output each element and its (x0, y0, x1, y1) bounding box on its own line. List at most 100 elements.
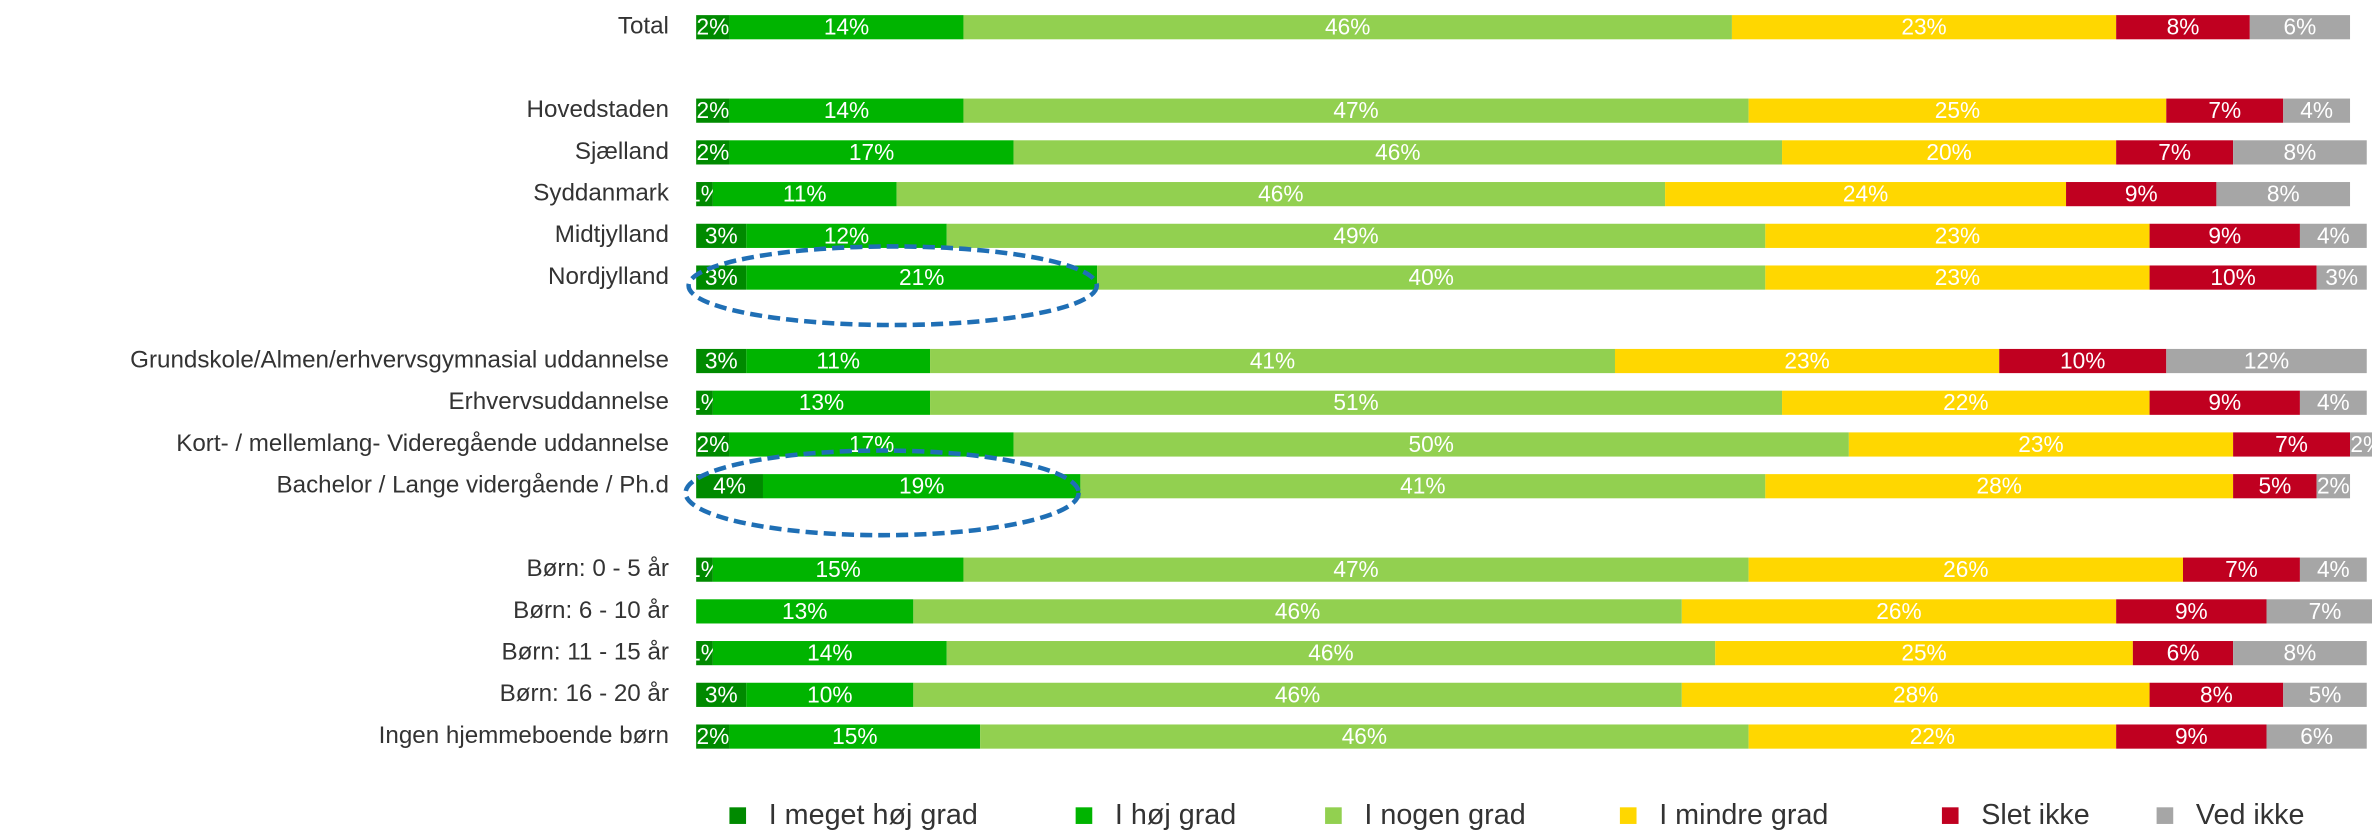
legend-swatch (1941, 807, 1959, 824)
value-label: 9% (2125, 181, 2158, 207)
bar-segment (896, 182, 1666, 207)
category-label: Hovedstaden (526, 96, 668, 123)
value-label: 5% (2309, 681, 2342, 707)
bar-segment (2132, 641, 2234, 666)
value-label: 6% (2167, 640, 2200, 666)
bar-segment (712, 557, 964, 582)
bar-segment (1080, 474, 1766, 499)
value-label: 7% (2275, 431, 2308, 457)
category-label: Erhvervsuddannelse (449, 388, 669, 415)
value-label: 23% (1901, 14, 1946, 40)
value-label: 2% (696, 14, 729, 40)
bar-segment (930, 390, 1783, 415)
value-label: 4% (2317, 222, 2350, 248)
value-label: 23% (1935, 264, 1980, 290)
bar-segment (1748, 98, 2167, 123)
value-label: 14% (807, 640, 852, 666)
value-label: 4% (713, 473, 746, 499)
bar-segment (729, 98, 964, 123)
value-label: 7% (2309, 598, 2342, 624)
bar-segment (729, 15, 964, 40)
bar-segment (2116, 140, 2234, 165)
bar-segment (696, 98, 730, 123)
value-label: 26% (1943, 556, 1988, 582)
value-label: 15% (815, 556, 860, 582)
highlight-ellipse (683, 448, 1081, 538)
bar-segment (930, 348, 1615, 374)
value-label: 7% (2158, 139, 2191, 165)
value-label: 3% (705, 681, 738, 707)
value-label: 4% (2317, 389, 2350, 415)
value-label: 17% (849, 431, 894, 457)
value-label: 50% (1409, 431, 1454, 457)
value-label: 7% (2208, 97, 2241, 123)
bar-segment (696, 641, 713, 666)
bar-segment (696, 724, 730, 749)
bar-segment (2283, 682, 2367, 707)
value-label: 13% (799, 389, 844, 415)
bar-segment (1765, 265, 2150, 290)
bar-segment (746, 682, 914, 707)
bar-segment (2249, 15, 2351, 40)
category-label: Total (618, 13, 669, 40)
bar-segment (2149, 265, 2317, 290)
value-label: 28% (1977, 473, 2022, 499)
bar-segment (2350, 432, 2372, 457)
bar-segment (2149, 390, 2300, 415)
bar-segment (1782, 140, 2117, 165)
category-label: Børn: 6 - 10 år (513, 597, 669, 624)
bar-segment (1013, 140, 1783, 165)
value-label: 22% (1910, 723, 1955, 749)
bar-segment (696, 557, 713, 582)
value-label: 46% (1375, 139, 1420, 165)
legend-label: I nogen grad (1364, 799, 1525, 830)
value-label: 8% (2167, 14, 2200, 40)
value-label: 10% (2210, 264, 2255, 290)
value-label: 21% (899, 264, 944, 290)
bar-segment (696, 265, 747, 290)
legend-label: Slet ikke (1981, 799, 2090, 830)
value-label: 9% (2175, 723, 2208, 749)
bar-segment (696, 682, 747, 707)
value-label: 8% (2284, 640, 2317, 666)
value-label: 11% (783, 181, 827, 207)
bar-segment (1731, 15, 2117, 40)
bar-segment (1665, 182, 2067, 207)
value-label: 3% (705, 348, 738, 374)
legend-label: I høj grad (1115, 799, 1236, 830)
bar-segment (2299, 223, 2367, 248)
value-label: 25% (1935, 97, 1980, 123)
bar-segment (946, 641, 1716, 666)
value-label: 9% (2175, 598, 2208, 624)
bar-segment (729, 724, 981, 749)
bar-segment (2149, 682, 2284, 707)
value-label: 23% (2018, 431, 2063, 457)
bar-segment (2233, 432, 2351, 457)
legend-swatch (729, 807, 747, 824)
bar-segment (963, 557, 1749, 582)
value-label: 46% (1275, 681, 1320, 707)
bar-segment (2116, 599, 2267, 624)
bar-segment (2283, 98, 2351, 123)
bar-segment (1681, 599, 2117, 624)
bar-segment (729, 432, 1014, 457)
legend-label: I meget høj grad (769, 799, 978, 830)
bar-segment (712, 641, 947, 666)
bar-segment (2299, 390, 2367, 415)
legend-swatch (1325, 807, 1342, 824)
value-label: 8% (2267, 181, 2300, 207)
value-label: 47% (1333, 97, 1378, 123)
bar-segment (2149, 223, 2300, 248)
category-label: Børn: 11 - 15 år (501, 639, 668, 666)
value-label: 46% (1342, 723, 1387, 749)
value-label: 20% (1926, 139, 1971, 165)
value-label: 14% (824, 97, 869, 123)
category-label: Grundskole/Almen/erhvervsgymnasial uddan… (130, 346, 669, 373)
bar-segment (696, 474, 763, 499)
bar-segment (946, 223, 1766, 248)
bar-segment (712, 182, 897, 207)
bar-segment (2166, 98, 2284, 123)
bar-segment (913, 682, 1682, 707)
value-label: 2% (696, 139, 729, 165)
